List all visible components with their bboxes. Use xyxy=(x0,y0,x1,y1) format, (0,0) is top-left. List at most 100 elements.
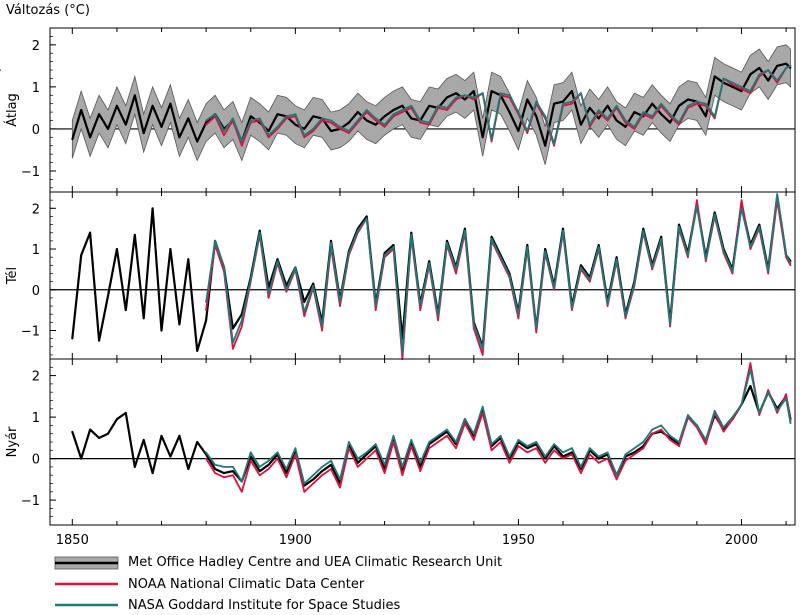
data-point-nasa xyxy=(669,113,671,116)
legend-label-noaa: NOAA National Climatic Data Center xyxy=(128,577,365,592)
data-point-nasa xyxy=(597,455,600,458)
data-point-noaa xyxy=(580,472,582,474)
data-point-noaa xyxy=(749,248,752,250)
data-point-nasa xyxy=(722,77,725,80)
data-point-nasa xyxy=(464,94,466,97)
data-point-noaa xyxy=(678,123,680,126)
data-point-nasa xyxy=(437,315,439,318)
data-point-nasa xyxy=(249,278,252,281)
data-point-nasa xyxy=(535,100,538,103)
data-point-nasa xyxy=(481,92,484,95)
data-point-nasa xyxy=(740,403,743,406)
data-point-noaa xyxy=(339,305,341,307)
panel-0: −1 0 1 2 Átlag xyxy=(0,27,796,193)
data-point-hadley xyxy=(178,434,181,437)
data-point-hadley xyxy=(446,240,448,242)
legend-label-hadley: Met Office Hadley Centre and UEA Climati… xyxy=(128,555,503,570)
panel-label: Tél xyxy=(5,267,20,285)
data-point-noaa xyxy=(339,486,341,489)
data-point-noaa xyxy=(731,272,734,275)
data-point-nasa xyxy=(767,270,770,273)
data-point-nasa xyxy=(785,67,787,69)
data-point-hadley xyxy=(124,412,127,414)
data-point-nasa xyxy=(758,73,761,76)
data-point-hadley xyxy=(562,227,564,230)
data-point-nasa xyxy=(713,115,716,118)
data-point-hadley xyxy=(187,258,190,261)
data-point-nasa xyxy=(606,451,609,454)
data-point-hadley xyxy=(571,451,573,454)
x-tick-label: 1850 xyxy=(56,533,89,548)
data-point-nasa xyxy=(267,292,270,295)
data-point-hadley xyxy=(615,256,618,259)
data-point-nasa xyxy=(704,258,707,261)
data-point-noaa xyxy=(223,134,225,137)
data-point-noaa xyxy=(276,457,279,460)
data-point-hadley xyxy=(107,127,109,130)
data-point-nasa xyxy=(535,441,538,443)
data-point-hadley xyxy=(678,104,680,107)
data-point-hadley xyxy=(232,327,234,330)
data-point-hadley xyxy=(303,301,306,303)
data-point-noaa xyxy=(687,256,689,259)
series-line-nasa xyxy=(205,368,792,485)
data-point-nasa xyxy=(624,119,627,122)
data-point-nasa xyxy=(490,138,493,141)
data-point-nasa xyxy=(499,256,502,259)
y-tick-label: 1 xyxy=(32,243,40,258)
data-point-hadley xyxy=(232,470,234,472)
data-point-hadley xyxy=(508,457,511,460)
data-point-noaa xyxy=(651,268,654,271)
data-point-nasa xyxy=(472,96,475,99)
legend xyxy=(54,556,119,607)
data-point-nasa xyxy=(571,100,573,103)
data-point-hadley xyxy=(606,104,609,107)
data-point-nasa xyxy=(678,121,680,124)
data-point-noaa xyxy=(232,347,234,350)
data-point-noaa xyxy=(789,264,792,267)
data-point-hadley xyxy=(472,90,475,92)
data-point-hadley xyxy=(490,235,493,238)
data-point-nasa xyxy=(749,90,752,92)
data-point-hadley xyxy=(365,215,368,218)
data-point-nasa xyxy=(526,130,529,132)
data-point-noaa xyxy=(339,127,341,130)
data-point-hadley xyxy=(133,466,136,468)
data-point-noaa xyxy=(383,472,386,474)
data-point-nasa xyxy=(285,468,288,470)
data-point-hadley xyxy=(651,102,654,105)
data-point-noaa xyxy=(767,389,770,391)
data-point-nasa xyxy=(232,117,234,120)
data-point-hadley xyxy=(580,123,582,126)
data-point-hadley xyxy=(89,428,91,431)
x-tick-label: 2000 xyxy=(725,533,758,548)
data-point-nasa xyxy=(696,424,698,427)
data-point-nasa xyxy=(481,347,484,350)
data-point-hadley xyxy=(330,130,332,132)
data-point-noaa xyxy=(696,199,698,202)
data-point-nasa xyxy=(267,134,270,137)
data-point-nasa xyxy=(606,117,609,120)
data-point-noaa xyxy=(303,136,306,139)
y-axis-label: Változás (°C) xyxy=(6,3,90,18)
data-point-hadley xyxy=(205,319,208,322)
data-point-nasa xyxy=(205,451,208,454)
panel-1: −1 0 1 2 Tél xyxy=(5,191,796,360)
data-point-nasa xyxy=(392,434,395,437)
y-tick-label: −1 xyxy=(21,494,40,509)
panel-label: Átlag xyxy=(4,93,20,127)
data-point-nasa xyxy=(633,447,636,450)
legend-label-nasa: NASA Goddard Institute for Space Studies xyxy=(128,598,401,613)
data-point-hadley xyxy=(258,229,261,232)
data-point-nasa xyxy=(374,443,377,445)
data-point-noaa xyxy=(464,422,466,425)
data-point-hadley xyxy=(660,113,663,116)
data-point-nasa xyxy=(339,478,341,481)
x-axis: 1850 1900 1950 2000 xyxy=(56,533,758,548)
data-point-hadley xyxy=(169,102,172,105)
data-point-hadley xyxy=(312,282,315,285)
data-point-nasa xyxy=(232,466,234,468)
data-point-nasa xyxy=(789,64,792,67)
data-point-noaa xyxy=(758,414,761,416)
data-point-hadley xyxy=(258,470,261,472)
